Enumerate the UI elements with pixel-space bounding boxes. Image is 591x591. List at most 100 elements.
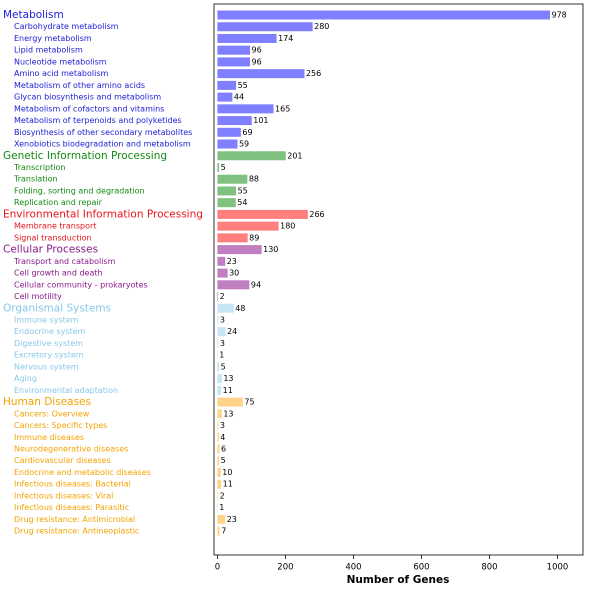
bar bbox=[217, 456, 220, 466]
bar bbox=[217, 421, 219, 431]
category-label: Immune diseases bbox=[14, 433, 84, 442]
category-label: Cell motility bbox=[14, 292, 62, 301]
value-label: 256 bbox=[306, 69, 321, 78]
bar bbox=[217, 397, 243, 407]
group-label: Human Diseases bbox=[3, 396, 91, 408]
value-label: 13 bbox=[223, 409, 233, 418]
bar bbox=[217, 221, 279, 231]
category-label: Excretory system bbox=[14, 351, 84, 360]
value-label: 1 bbox=[219, 351, 224, 360]
bar bbox=[217, 514, 226, 524]
category-label: Endocrine and metabolic diseases bbox=[14, 468, 151, 477]
bar bbox=[217, 327, 226, 337]
value-label: 23 bbox=[227, 257, 237, 266]
category-label: Environmental adaptation bbox=[14, 386, 118, 395]
value-label: 7 bbox=[221, 527, 226, 536]
value-label: 201 bbox=[287, 151, 302, 160]
value-label: 75 bbox=[244, 398, 254, 407]
bar bbox=[217, 432, 219, 442]
plot-frame bbox=[213, 3, 584, 556]
bar bbox=[217, 127, 241, 137]
bar bbox=[217, 292, 219, 302]
category-label: Amino acid metabolism bbox=[14, 69, 108, 78]
group-label: Cellular Processes bbox=[3, 244, 98, 256]
value-label: 3 bbox=[220, 339, 225, 348]
bar bbox=[217, 139, 238, 149]
category-label: Transport and catabolism bbox=[13, 257, 116, 266]
category-label: Cancers: Specific types bbox=[14, 421, 107, 430]
x-tick-label: 200 bbox=[277, 563, 293, 573]
value-label: 89 bbox=[249, 233, 259, 242]
bar bbox=[217, 374, 222, 384]
x-tick-label: 600 bbox=[413, 563, 429, 573]
bar bbox=[217, 174, 248, 184]
category-label: Nucleotide metabolism bbox=[14, 57, 107, 66]
value-label: 2 bbox=[220, 491, 225, 500]
bar bbox=[217, 10, 551, 20]
x-axis-title: Number of Genes bbox=[347, 574, 450, 586]
bar bbox=[217, 104, 274, 114]
value-label: 11 bbox=[223, 480, 233, 489]
bar bbox=[217, 116, 252, 126]
value-label: 3 bbox=[220, 421, 225, 430]
group-label: Metabolism bbox=[3, 9, 64, 21]
value-label: 11 bbox=[223, 386, 233, 395]
value-label: 130 bbox=[263, 245, 278, 254]
category-label: Membrane transport bbox=[14, 222, 96, 231]
category-label: Cancers: Overview bbox=[14, 409, 90, 418]
bar bbox=[217, 45, 251, 55]
value-label: 48 bbox=[235, 304, 245, 313]
bar bbox=[217, 268, 228, 278]
category-label: Metabolism of cofactors and vitamins bbox=[14, 104, 164, 113]
bar bbox=[217, 162, 220, 172]
value-label: 44 bbox=[234, 93, 244, 102]
value-label: 101 bbox=[253, 116, 268, 125]
category-label: Digestive system bbox=[14, 339, 83, 348]
category-label: Drug resistance: Antineoplastic bbox=[14, 527, 139, 536]
category-label: Signal transduction bbox=[14, 233, 92, 242]
category-label: Infectious diseases: Viral bbox=[14, 491, 113, 500]
value-label: 280 bbox=[314, 22, 329, 31]
value-label: 266 bbox=[309, 210, 324, 219]
bar bbox=[217, 444, 220, 454]
value-label: 10 bbox=[222, 468, 232, 477]
category-label: Drug resistance: Antimicrobial bbox=[14, 515, 135, 524]
value-label: 165 bbox=[275, 104, 290, 113]
value-label: 30 bbox=[229, 269, 239, 278]
value-label: 59 bbox=[239, 140, 249, 149]
bar bbox=[217, 22, 313, 32]
bar bbox=[217, 69, 305, 79]
value-label: 96 bbox=[252, 57, 262, 66]
x-tick-label: 1000 bbox=[547, 563, 569, 573]
value-label: 174 bbox=[278, 34, 293, 43]
category-label: Metabolism of terpenoids and polyketides bbox=[14, 116, 182, 125]
bar bbox=[217, 526, 220, 536]
bar bbox=[217, 245, 262, 255]
category-label: Transcription bbox=[13, 163, 65, 172]
value-label: 55 bbox=[238, 81, 248, 90]
value-label: 4 bbox=[220, 433, 225, 442]
category-label: Folding, sorting and degradation bbox=[14, 186, 145, 195]
bar bbox=[217, 198, 236, 208]
bar bbox=[217, 186, 237, 196]
group-label: Organismal Systems bbox=[3, 302, 111, 314]
value-label: 24 bbox=[227, 327, 237, 336]
category-label: Neurodegenerative diseases bbox=[14, 445, 128, 454]
bar bbox=[217, 362, 220, 372]
category-label: Translation bbox=[13, 175, 58, 184]
group-label: Environmental Information Processing bbox=[3, 208, 203, 220]
value-label: 2 bbox=[220, 292, 225, 301]
bar bbox=[217, 338, 219, 348]
bar bbox=[217, 92, 233, 102]
value-label: 5 bbox=[221, 362, 226, 371]
category-label: Cardiovascular diseases bbox=[14, 456, 111, 465]
category-label: Infectious diseases: Parasitic bbox=[14, 503, 129, 512]
x-tick-label: 0 bbox=[215, 563, 220, 573]
value-label: 3 bbox=[220, 315, 225, 324]
value-label: 55 bbox=[238, 186, 248, 195]
bar bbox=[217, 256, 226, 266]
value-label: 54 bbox=[237, 198, 247, 207]
category-label: Cellular community - prokaryotes bbox=[14, 280, 148, 289]
category-label: Energy metabolism bbox=[14, 34, 92, 43]
